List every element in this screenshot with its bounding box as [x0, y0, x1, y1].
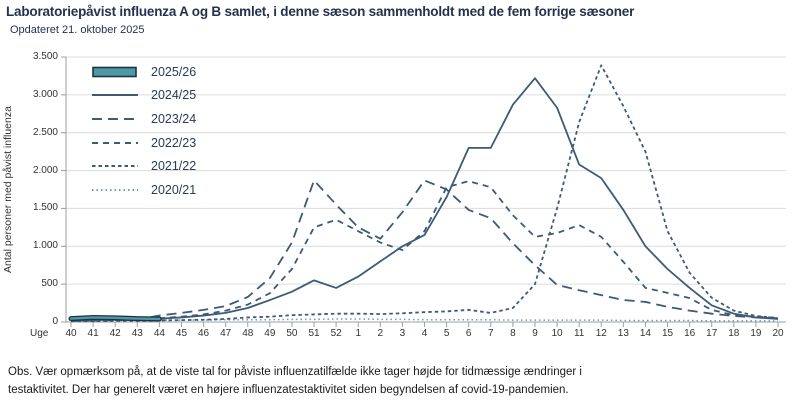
legend-line-icon: [92, 94, 138, 97]
legend-item-2023-24: 2023/24: [92, 107, 196, 131]
updated-date: Opdateret 21. oktober 2025: [10, 24, 145, 36]
y-tick-label: 2.000: [32, 164, 58, 176]
legend-line-icon: [92, 165, 138, 168]
x-tick-label: 7: [488, 328, 494, 339]
y-tick-label: 3.500: [32, 51, 58, 62]
legend-line-icon: [92, 188, 138, 191]
x-tick-label: 18: [728, 328, 740, 339]
chart-plot: [61, 56, 786, 327]
x-tick-label: 8: [510, 328, 516, 339]
x-axis-unit-label: Uge: [30, 328, 49, 339]
x-tick-label: 49: [264, 328, 276, 339]
y-tick-label: 1.500: [32, 202, 58, 214]
chart-legend: 2025/26 2024/25 2023/24 2022/23 2021/22 2020/…: [92, 60, 196, 202]
x-tick-label: 52: [330, 328, 342, 339]
x-tick-label: 11: [573, 328, 585, 339]
y-tick-label: 1.000: [32, 240, 58, 252]
y-tick-label: 3.000: [32, 88, 58, 100]
legend-swatch-icon: [92, 66, 137, 78]
x-tick-label: 20: [772, 328, 784, 339]
legend-item-2022-23: 2022/23: [92, 131, 196, 155]
footer-line-2: testaktivitet. Der har generelt været en…: [8, 384, 569, 396]
x-tick-label: 15: [661, 328, 674, 339]
x-tick-label: 14: [639, 328, 651, 339]
x-tick-label: 13: [617, 328, 629, 339]
legend-label: 2022/23: [151, 135, 197, 150]
legend-label: 2023/24: [151, 111, 197, 126]
x-tick-label: 51: [308, 328, 320, 339]
footer-note: Obs. Vær opmærksom på, at de viste tal f…: [8, 363, 796, 399]
x-tick-label: 5: [443, 328, 450, 339]
x-tick-label: 42: [109, 328, 121, 339]
legend-item-2024-25: 2024/25: [92, 84, 196, 108]
x-tick-label: 40: [65, 328, 77, 339]
x-tick-label: 6: [465, 328, 472, 339]
y-tick-label: 500: [41, 278, 58, 290]
legend-label: 2021/22: [151, 159, 197, 174]
x-tick-label: 44: [153, 328, 165, 339]
x-tick-label: 50: [286, 328, 298, 339]
x-tick-label: 48: [242, 328, 254, 339]
x-tick-label: 2: [377, 328, 384, 339]
x-tick-label: 17: [706, 328, 718, 339]
y-tick-label: 0: [52, 316, 58, 327]
legend-item-2025-26: 2025/26: [92, 60, 196, 84]
legend-label: 2024/25: [151, 88, 197, 103]
y-tick-label: 2.500: [32, 126, 58, 138]
x-tick-label: 46: [198, 328, 210, 339]
x-tick-label: 43: [131, 328, 143, 339]
footer-line-1: Obs. Vær opmærksom på, at de viste tal f…: [8, 366, 582, 378]
x-tick-label: 10: [551, 328, 563, 339]
x-tick-label: 3: [399, 328, 406, 339]
x-tick-label: 45: [175, 328, 188, 339]
legend-item-2021-22: 2021/22: [92, 154, 196, 178]
x-tick-label: 47: [220, 328, 232, 339]
legend-item-2020-21: 2020/21: [92, 178, 196, 202]
legend-line-icon: [92, 117, 138, 120]
x-tick-label: 16: [684, 328, 696, 339]
x-tick-label: 4: [421, 328, 428, 339]
x-tick-label: 19: [750, 328, 762, 339]
legend-line-icon: [92, 141, 138, 144]
page-title: Laboratoriepåvist influenza A og B samle…: [6, 4, 635, 19]
x-tick-label: 1: [355, 328, 361, 339]
x-tick-label: 41: [87, 328, 99, 339]
x-tick-label: 9: [532, 328, 538, 339]
x-tick-label: 12: [595, 328, 607, 339]
legend-label: 2025/26: [151, 64, 197, 79]
legend-label: 2020/21: [151, 182, 197, 197]
